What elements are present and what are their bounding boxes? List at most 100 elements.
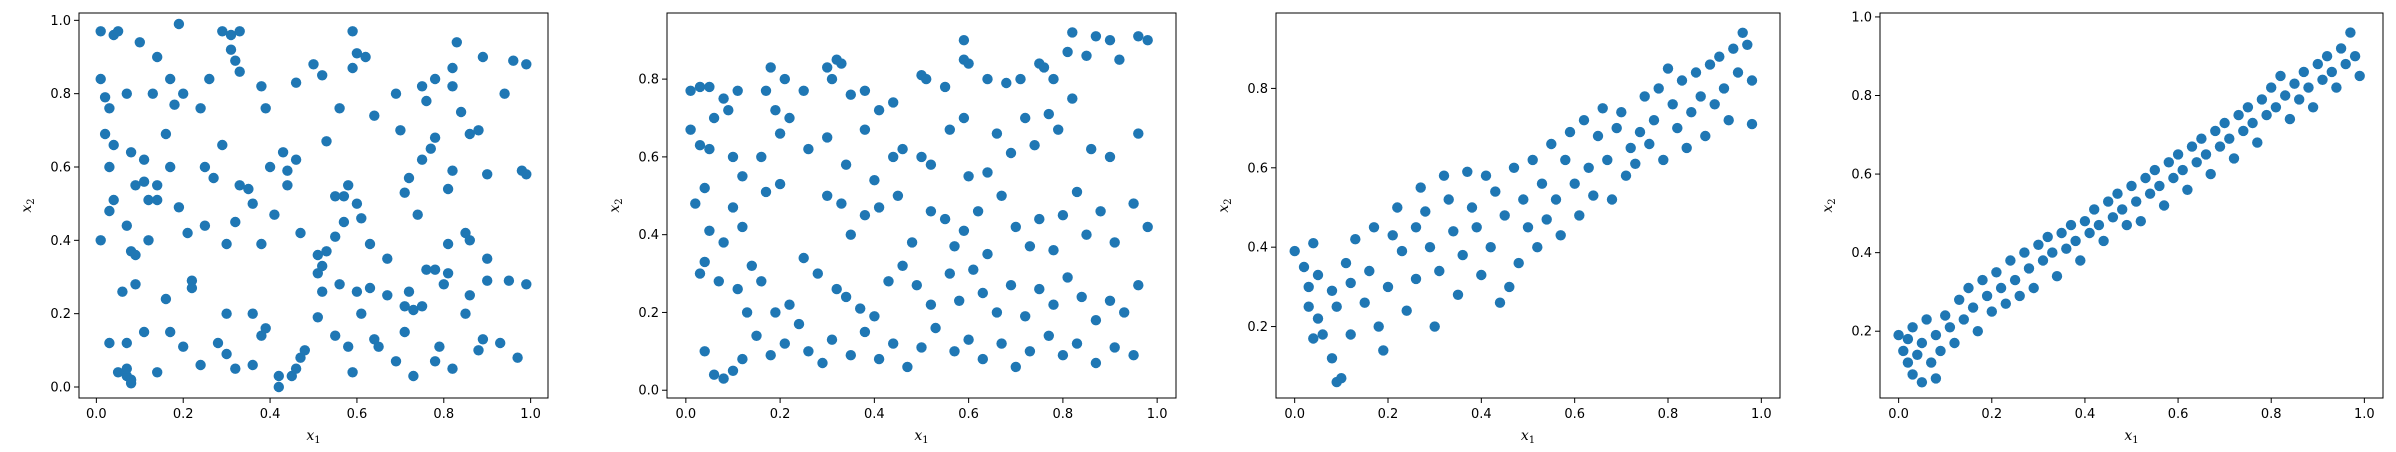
data-point xyxy=(2061,243,2072,254)
data-point xyxy=(1681,142,1692,154)
x-tick-label: 0.0 xyxy=(86,407,107,422)
data-point xyxy=(774,128,786,139)
data-point xyxy=(760,186,772,198)
data-point xyxy=(1560,154,1571,166)
data-point xyxy=(770,105,781,116)
data-point xyxy=(996,338,1007,349)
data-point xyxy=(447,165,458,176)
y-tick-label: 0.2 xyxy=(638,306,659,321)
data-point xyxy=(1382,281,1394,293)
x-tick-label: 0.4 xyxy=(1471,407,1492,422)
data-point xyxy=(1038,62,1050,73)
data-point xyxy=(2182,184,2193,195)
data-point xyxy=(442,268,454,279)
y-tick-label: 0.6 xyxy=(1851,168,1872,183)
data-point xyxy=(1949,337,1960,349)
data-point xyxy=(356,308,367,319)
y-tick-label: 0.8 xyxy=(638,73,659,88)
data-point xyxy=(152,194,163,206)
data-point xyxy=(1410,273,1422,285)
data-point xyxy=(273,381,284,393)
data-point xyxy=(1142,35,1153,46)
data-point xyxy=(1930,373,1942,384)
data-point xyxy=(1326,353,1338,364)
x-axis-label: x1 xyxy=(2124,428,2138,446)
data-point xyxy=(718,93,729,104)
data-point xyxy=(104,337,115,349)
x-tick-label: 0.8 xyxy=(1658,407,1679,422)
data-point xyxy=(1723,115,1734,126)
data-point xyxy=(845,350,856,361)
data-point xyxy=(1662,63,1674,74)
data-point xyxy=(2107,212,2119,223)
data-point xyxy=(412,209,423,220)
data-point xyxy=(2009,274,2021,286)
data-point xyxy=(403,172,415,184)
data-point xyxy=(2303,82,2314,93)
x-axis-label: x1 xyxy=(1521,428,1535,446)
data-point xyxy=(429,264,441,275)
data-point xyxy=(299,345,310,356)
data-point xyxy=(2131,196,2142,207)
data-point xyxy=(2042,231,2053,243)
data-point xyxy=(1700,130,1711,142)
data-point xyxy=(225,29,237,41)
data-point xyxy=(382,290,393,301)
data-point xyxy=(121,337,132,349)
data-point xyxy=(416,81,428,92)
data-point xyxy=(741,307,753,318)
data-point xyxy=(1312,269,1324,281)
data-point xyxy=(343,341,354,352)
data-point xyxy=(260,103,271,114)
data-point xyxy=(2014,290,2025,302)
data-point xyxy=(831,283,842,295)
data-point xyxy=(2079,216,2091,227)
data-point xyxy=(130,249,141,261)
data-point xyxy=(334,103,345,114)
x-tick-label: 0.6 xyxy=(1564,407,1585,422)
data-point xyxy=(243,183,254,195)
data-point xyxy=(351,198,363,209)
data-point xyxy=(2284,113,2296,125)
data-point xyxy=(1466,202,1478,213)
data-point xyxy=(295,227,306,239)
data-point xyxy=(1448,226,1459,237)
data-point xyxy=(1476,269,1487,281)
data-point xyxy=(840,291,852,303)
data-point xyxy=(2075,255,2086,266)
data-point xyxy=(343,180,354,191)
data-point xyxy=(1364,265,1375,277)
data-point xyxy=(464,290,475,301)
data-point xyxy=(408,370,419,382)
data-point xyxy=(199,161,211,173)
data-point xyxy=(1921,314,1932,325)
data-point xyxy=(1902,333,1914,345)
data-point xyxy=(756,151,767,163)
data-point xyxy=(138,176,150,187)
data-point xyxy=(968,264,979,275)
data-point xyxy=(897,143,908,155)
data-point xyxy=(902,361,913,373)
data-point xyxy=(982,248,993,260)
data-point xyxy=(1686,107,1697,118)
y-tick-label: 0.8 xyxy=(1247,82,1268,97)
data-point xyxy=(2312,58,2323,70)
data-point xyxy=(1907,369,1918,380)
data-point xyxy=(1019,112,1031,124)
data-point xyxy=(954,295,965,306)
data-point xyxy=(330,330,341,341)
data-point xyxy=(756,276,767,287)
data-point xyxy=(1095,206,1106,217)
data-point xyxy=(186,275,198,286)
data-point xyxy=(1420,206,1431,217)
data-point xyxy=(1057,350,1069,361)
data-point xyxy=(160,128,172,140)
data-point xyxy=(906,237,918,248)
data-point xyxy=(991,128,1003,139)
data-point xyxy=(330,231,341,242)
data-point xyxy=(958,112,970,124)
data-point xyxy=(503,275,515,286)
data-point xyxy=(1541,214,1552,225)
data-point xyxy=(727,151,739,163)
data-point xyxy=(464,235,475,246)
